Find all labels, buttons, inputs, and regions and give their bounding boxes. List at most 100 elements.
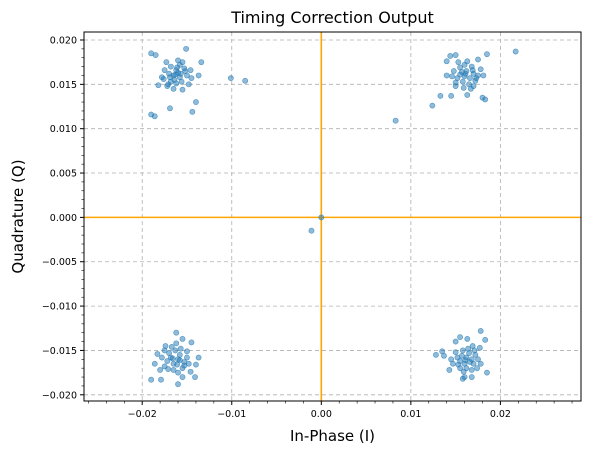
x-tick-label: −0.02 xyxy=(128,409,157,420)
data-point xyxy=(227,75,234,82)
data-point xyxy=(468,374,475,380)
data-point xyxy=(482,336,489,343)
data-point xyxy=(195,72,202,79)
data-point xyxy=(469,343,476,349)
data-point xyxy=(308,227,315,234)
data-point xyxy=(443,58,450,65)
data-point xyxy=(441,352,447,359)
data-point xyxy=(480,72,487,79)
data-point xyxy=(167,63,174,70)
data-point xyxy=(464,92,471,98)
x-tick-label: 0.00 xyxy=(311,409,332,420)
data-point xyxy=(184,354,190,361)
data-point xyxy=(452,338,459,345)
data-point xyxy=(187,67,194,74)
data-point xyxy=(477,66,484,73)
data-point xyxy=(479,94,486,101)
data-point xyxy=(160,76,167,82)
data-point xyxy=(155,82,162,89)
data-point xyxy=(176,351,183,358)
data-point xyxy=(460,368,467,375)
data-point xyxy=(167,105,173,112)
data-point xyxy=(178,78,185,85)
data-point xyxy=(452,349,459,356)
data-point xyxy=(198,59,205,66)
data-point xyxy=(181,362,188,369)
y-tick-label: −0.005 xyxy=(42,257,77,268)
x-axis-label: In-Phase (I) xyxy=(290,427,375,445)
data-point xyxy=(446,367,453,373)
x-tick-label: 0.01 xyxy=(400,409,421,420)
data-point xyxy=(460,84,467,91)
data-point xyxy=(459,375,466,382)
data-point xyxy=(192,374,198,380)
data-point xyxy=(173,329,180,336)
data-point xyxy=(165,366,172,372)
data-point xyxy=(468,367,475,373)
data-point xyxy=(179,336,186,342)
data-point xyxy=(459,78,466,85)
data-point xyxy=(151,113,158,120)
data-point xyxy=(167,74,173,81)
data-point xyxy=(477,328,484,334)
data-point xyxy=(462,70,469,77)
y-tick-label: 0.010 xyxy=(50,124,77,135)
data-point xyxy=(170,85,177,92)
data-points xyxy=(148,45,519,388)
data-point xyxy=(161,67,168,74)
data-point xyxy=(318,214,325,221)
data-point xyxy=(429,102,436,109)
data-point xyxy=(242,77,249,84)
data-point xyxy=(172,71,179,78)
data-point xyxy=(188,75,195,82)
data-point xyxy=(163,59,170,66)
data-point xyxy=(455,361,462,368)
y-tick-label: −0.015 xyxy=(42,346,77,357)
data-point xyxy=(175,369,181,376)
data-point xyxy=(179,59,186,66)
data-point xyxy=(168,343,175,350)
data-point xyxy=(455,59,462,66)
data-point xyxy=(193,99,199,105)
data-point xyxy=(457,334,464,341)
data-point xyxy=(189,108,196,115)
data-point xyxy=(450,68,457,74)
data-point xyxy=(170,367,177,373)
data-point xyxy=(157,367,164,373)
data-point xyxy=(464,336,471,342)
data-point xyxy=(154,351,161,357)
plot-frame xyxy=(83,31,582,402)
data-point xyxy=(193,361,199,368)
data-point xyxy=(475,356,481,363)
data-point xyxy=(174,361,181,368)
data-point xyxy=(512,48,519,55)
data-point xyxy=(169,355,176,362)
data-point xyxy=(476,344,483,351)
data-point xyxy=(467,75,473,82)
data-point xyxy=(459,347,466,354)
data-point xyxy=(452,79,459,86)
data-point xyxy=(392,117,399,124)
data-point xyxy=(458,352,465,359)
data-point xyxy=(152,52,159,58)
data-point xyxy=(467,85,474,92)
x-tick-label: 0.02 xyxy=(490,409,511,420)
data-point xyxy=(175,381,181,388)
y-tick-label: 0.020 xyxy=(50,35,77,46)
data-point xyxy=(452,52,459,58)
data-point xyxy=(166,350,172,357)
y-tick-label: −0.010 xyxy=(42,302,77,313)
data-point xyxy=(475,56,481,63)
data-point xyxy=(179,86,186,93)
data-point xyxy=(448,356,455,363)
data-point xyxy=(187,368,194,375)
data-point xyxy=(484,51,490,58)
data-point xyxy=(173,80,180,87)
data-point xyxy=(477,360,484,367)
data-point xyxy=(181,65,188,72)
data-point xyxy=(151,360,158,367)
data-point xyxy=(177,70,184,77)
data-point xyxy=(159,354,165,361)
y-tick-label: 0.000 xyxy=(50,213,77,224)
data-point xyxy=(484,369,490,376)
